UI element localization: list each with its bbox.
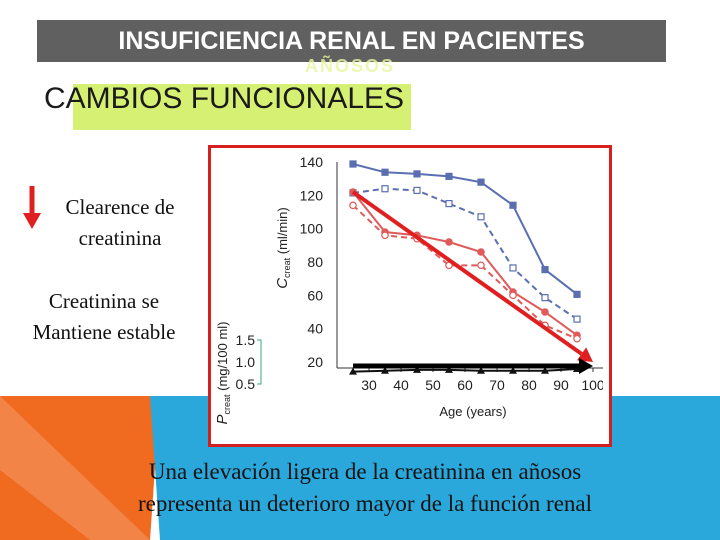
series-point-2 <box>477 248 485 256</box>
series-point-4 <box>509 366 517 374</box>
series-point-1 <box>509 264 517 272</box>
series-point-3 <box>573 334 581 343</box>
footer-text: Una elevación ligera de la creatinina en… <box>20 456 710 520</box>
series-point-0 <box>541 265 549 274</box>
slide-title: INSUFICIENCIA RENAL EN PACIENTES <box>37 20 666 62</box>
down-arrow-icon <box>23 186 41 229</box>
x-tick-label: 70 <box>489 377 505 393</box>
x-tick-label: 50 <box>425 377 441 393</box>
x-tick-label: 80 <box>521 377 537 393</box>
x-axis-label: Age (years) <box>439 404 506 419</box>
x-tick-label: 100 <box>581 377 603 393</box>
series-point-4 <box>541 366 549 374</box>
series-point-0 <box>349 160 357 168</box>
bottom-left-axis-label: Pcreat (mg/100 ml) <box>214 322 232 425</box>
series-line-3 <box>352 204 578 340</box>
series-point-2 <box>445 238 453 246</box>
series-point-0 <box>445 172 453 180</box>
note-clearance-line2: creatinina <box>78 226 162 250</box>
x-tick-label: 60 <box>457 377 473 393</box>
series-point-1 <box>541 294 549 302</box>
series-point-1 <box>413 186 421 195</box>
series-point-4 <box>349 367 357 375</box>
series-point-0 <box>477 178 485 186</box>
bottom-left-tick-label: 0.5 <box>236 376 256 392</box>
note-stable: Creatinina se Mantiene estable <box>14 286 194 348</box>
left-tick-label: 140 <box>300 154 324 170</box>
bottom-left-tick-label: 1.0 <box>236 354 256 370</box>
series-point-4 <box>413 365 421 373</box>
slide-subtitle: CAMBIOS FUNCIONALES <box>44 82 405 115</box>
left-tick-label: 100 <box>300 221 324 237</box>
series-point-2 <box>541 308 549 316</box>
subtitle-highlight <box>73 84 411 130</box>
left-tick-label: 80 <box>307 254 323 270</box>
note-stable-line2: Mantiene estable <box>32 320 176 344</box>
series-line-0 <box>352 163 578 296</box>
light-decoration-shape <box>0 396 150 540</box>
series-point-1 <box>381 185 389 193</box>
left-axis-label: Ccreat (ml/min) <box>274 207 292 288</box>
trend-arrow-line-0 <box>351 190 583 356</box>
series-point-4 <box>381 366 389 374</box>
series-point-4 <box>445 365 453 373</box>
renal-function-chart: 30 40 50 60 70 80 90 100 Age (years) 20 40 60 80 100 1… <box>214 154 603 425</box>
series-point-1 <box>477 213 485 221</box>
series-line-4 <box>352 368 578 373</box>
trend-arrow-head-0 <box>576 347 593 362</box>
series-point-0 <box>381 168 389 176</box>
series-point-0 <box>573 290 581 298</box>
left-tick-label: 120 <box>300 187 324 203</box>
series-point-4 <box>477 366 485 374</box>
left-tick-label: 20 <box>307 354 323 370</box>
orange-decoration-shape <box>0 396 160 540</box>
slide-title-overflow: AÑOSOS <box>304 56 395 76</box>
series-point-3 <box>477 261 485 270</box>
series-point-0 <box>413 170 421 178</box>
trend-arrow-head-1 <box>579 358 593 374</box>
note-clearance-line1: Clearence de <box>65 195 175 219</box>
note-stable-line1: Creatinina se <box>48 289 160 313</box>
left-tick-label: 60 <box>307 287 323 303</box>
x-tick-label: 40 <box>393 377 409 393</box>
series-point-3 <box>381 231 389 240</box>
left-tick-label: 40 <box>307 321 323 337</box>
x-tick-label: 90 <box>553 377 569 393</box>
bottom-left-tick-label: 1.5 <box>236 332 256 348</box>
x-tick-label: 30 <box>361 377 377 393</box>
series-point-1 <box>573 315 581 323</box>
footer-line2: representa un deterioro mayor de la func… <box>137 491 593 516</box>
series-line-1 <box>352 187 578 320</box>
series-point-0 <box>509 201 517 209</box>
series-point-1 <box>445 199 453 208</box>
footer-line1: Una elevación ligera de la creatinina en… <box>148 459 582 484</box>
series-point-3 <box>349 201 357 210</box>
series-point-3 <box>509 291 517 300</box>
note-clearance: Clearence de creatinina <box>40 192 200 254</box>
series-line-2 <box>352 191 578 337</box>
bottom-axis-bracket <box>257 339 262 385</box>
